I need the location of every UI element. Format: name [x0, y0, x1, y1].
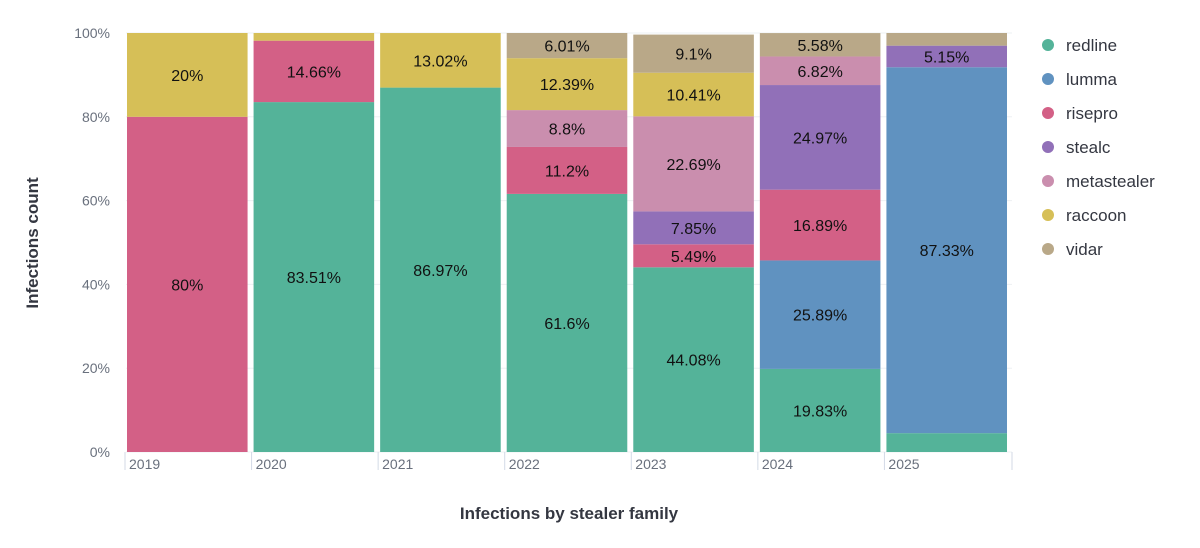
bar-segment-metastealer-2023[interactable]	[633, 116, 754, 212]
data-label-lumma-2025: 87.33%	[920, 243, 974, 260]
data-label-raccoon-2022: 12.39%	[540, 77, 594, 94]
data-label-raccoon-2019: 20%	[171, 68, 203, 85]
data-label-metastealer-2023: 22.69%	[666, 157, 720, 174]
bar-segment-vidar-2022[interactable]	[506, 33, 628, 59]
legend-swatch-risepro	[1042, 107, 1054, 119]
data-label-stealc-2023: 7.85%	[671, 221, 716, 238]
bar-segment-redline-2022[interactable]	[506, 193, 628, 452]
bar-segment-vidar-2023[interactable]	[633, 34, 754, 73]
x-tick-label: 2023	[635, 456, 666, 472]
data-label-stealc-2024: 24.97%	[793, 130, 847, 147]
legend-item-stealc[interactable]: stealc	[1066, 138, 1111, 157]
x-axis-ticks: 2019 2020 2021 2022 2023 2024 2025	[124, 452, 1013, 472]
bar-segment-stealc-2024[interactable]	[759, 85, 881, 190]
bar-segment-risepro-2020[interactable]	[253, 40, 375, 103]
data-label-redline-2021: 86.97%	[413, 263, 467, 280]
legend-item-raccoon[interactable]: raccoon	[1066, 206, 1126, 225]
y-tick-label: 80%	[82, 109, 110, 125]
data-label-metastealer-2024: 6.82%	[797, 64, 842, 81]
bar-segment-redline-2024[interactable]	[759, 368, 881, 452]
data-label-stealc-2025: 5.15%	[924, 49, 969, 66]
legend-swatch-metastealer	[1042, 175, 1054, 187]
bar-segment-raccoon-2020[interactable]	[253, 33, 375, 41]
bar-segment-redline-2021[interactable]	[380, 87, 501, 452]
data-label-redline-2023: 44.08%	[666, 353, 720, 370]
y-tick-label: 60%	[82, 193, 110, 209]
bar-segment-risepro-2023[interactable]	[633, 244, 754, 268]
x-axis-label: Infections by stealer family	[460, 504, 679, 523]
x-tick-label: 2022	[509, 456, 540, 472]
bar-segment-stealc-2025[interactable]	[886, 45, 1007, 68]
bar-segment-raccoon-2022[interactable]	[506, 58, 628, 111]
bar-segment-lumma-2024[interactable]	[759, 260, 881, 369]
legend-swatch-vidar	[1042, 243, 1054, 255]
bar-segment-stealc-2023[interactable]	[633, 211, 754, 245]
y-tick-label: 0%	[90, 444, 110, 460]
x-tick-label: 2021	[382, 456, 413, 472]
data-label-metastealer-2022: 8.8%	[549, 122, 585, 139]
data-label-raccoon-2021: 13.02%	[413, 53, 467, 70]
y-tick-label: 100%	[74, 25, 110, 41]
bar-segment-vidar-2024[interactable]	[759, 33, 881, 57]
bar-segment-metastealer-2022[interactable]	[506, 110, 628, 147]
bar-segment-raccoon-2021[interactable]	[380, 33, 501, 88]
data-label-vidar-2024: 5.58%	[797, 38, 842, 55]
y-axis-label: Infections count	[23, 177, 42, 309]
data-label-risepro-2023: 5.49%	[671, 249, 716, 266]
legend-swatch-stealc	[1042, 141, 1054, 153]
x-tick-label: 2020	[256, 456, 287, 472]
legend: redline lumma risepro stealc metastealer racc…	[1042, 36, 1155, 259]
legend-swatch-raccoon	[1042, 209, 1054, 221]
bar-segment-raccoon-2019[interactable]	[127, 33, 248, 117]
y-tick-label: 40%	[82, 276, 110, 292]
data-label-risepro-2020: 14.66%	[287, 64, 341, 81]
legend-swatch-redline	[1042, 39, 1054, 51]
bar-segment-redline-2025[interactable]	[886, 433, 1007, 452]
segment-labels: 80% 20% 83.51% 14.66% 86.97% 13.02% 61.6% 11.2%…	[171, 38, 974, 421]
bar-segment-metastealer-2024[interactable]	[759, 56, 881, 86]
data-label-raccoon-2023: 10.41%	[666, 88, 720, 105]
legend-item-risepro[interactable]: risepro	[1066, 104, 1118, 123]
x-tick-label: 2025	[888, 456, 919, 472]
legend-item-metastealer[interactable]: metastealer	[1066, 172, 1155, 191]
x-tick-label: 2024	[762, 456, 793, 472]
bars	[127, 33, 1007, 453]
y-axis-ticks: 0% 20% 40% 60% 80% 100%	[74, 25, 110, 460]
data-label-lumma-2024: 25.89%	[793, 308, 847, 325]
bar-segment-raccoon-2023[interactable]	[633, 72, 754, 117]
legend-item-lumma[interactable]: lumma	[1066, 70, 1118, 89]
bar-segment-lumma-2025[interactable]	[886, 67, 1007, 434]
data-label-redline-2022: 61.6%	[544, 316, 589, 333]
data-label-redline-2024: 19.83%	[793, 403, 847, 420]
data-label-vidar-2023: 9.1%	[675, 47, 711, 64]
y-tick-label: 20%	[82, 360, 110, 376]
bar-segment-risepro-2024[interactable]	[759, 189, 881, 261]
data-label-risepro-2022: 11.2%	[545, 163, 589, 180]
data-label-redline-2020: 83.51%	[287, 270, 341, 287]
bar-segment-risepro-2022[interactable]	[506, 146, 628, 194]
data-label-risepro-2024: 16.89%	[793, 218, 847, 235]
bar-segment-risepro-2019[interactable]	[127, 116, 248, 453]
bar-segment-vidar-2025[interactable]	[886, 33, 1007, 46]
legend-swatch-lumma	[1042, 73, 1054, 85]
legend-item-redline[interactable]: redline	[1066, 36, 1117, 55]
bar-segment-redline-2020[interactable]	[253, 102, 375, 452]
data-label-risepro-2019: 80%	[171, 277, 203, 294]
x-tick-label: 2019	[129, 456, 160, 472]
data-label-vidar-2022: 6.01%	[544, 39, 589, 56]
bar-segment-redline-2023[interactable]	[633, 267, 754, 452]
legend-item-vidar[interactable]: vidar	[1066, 240, 1103, 259]
